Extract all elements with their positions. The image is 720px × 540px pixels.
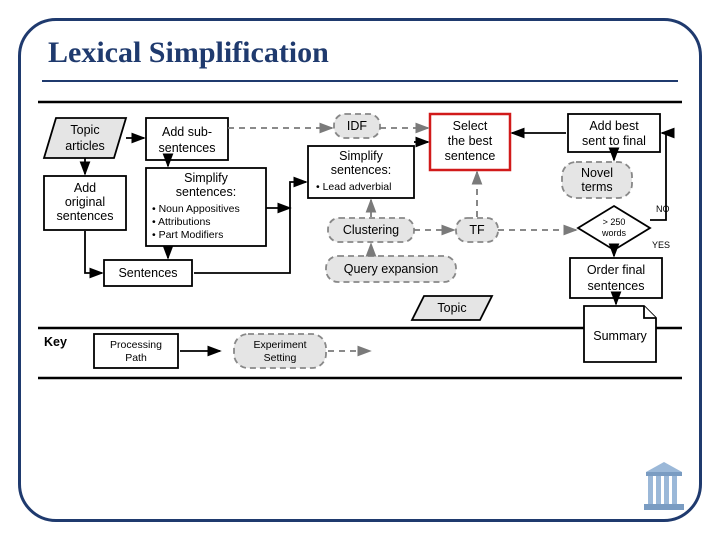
node-add-sub-sentences: Add sub- sentences xyxy=(146,118,228,160)
title-underline xyxy=(42,80,678,82)
slide-title: Lexical Simplification xyxy=(48,36,329,70)
svg-text:sent to final: sent to final xyxy=(582,134,646,148)
svg-text:sentences:: sentences: xyxy=(176,185,236,199)
svg-text:Path: Path xyxy=(125,352,147,364)
key-title: Key xyxy=(44,335,67,349)
svg-text:Novel: Novel xyxy=(581,166,613,180)
svg-text:words: words xyxy=(601,228,627,238)
decision-no-label: NO xyxy=(656,204,670,214)
svg-text:sentences: sentences xyxy=(588,279,645,293)
svg-text:Query expansion: Query expansion xyxy=(344,262,439,276)
svg-text:Topic: Topic xyxy=(70,123,99,137)
svg-text:sentences: sentences xyxy=(159,141,216,155)
svg-text:Simplify: Simplify xyxy=(184,171,229,185)
node-select-best: Select the best sentence xyxy=(430,114,510,170)
svg-text:Add sub-: Add sub- xyxy=(162,125,212,139)
svg-text:original: original xyxy=(65,195,105,209)
node-simplify-1: Simplify sentences: • Noun Appositives •… xyxy=(146,168,266,246)
flowchart: Topic articles Add sub- sentences IDF Se… xyxy=(38,100,682,390)
decision-yes-label: YES xyxy=(652,240,670,250)
svg-text:terms: terms xyxy=(581,180,612,194)
svg-text:Simplify: Simplify xyxy=(339,149,384,163)
node-sentences: Sentences xyxy=(104,260,192,286)
bullet: • Noun Appositives xyxy=(152,203,240,215)
svg-text:Add best: Add best xyxy=(589,119,639,133)
svg-text:Experiment: Experiment xyxy=(253,339,306,351)
svg-text:Setting: Setting xyxy=(264,352,297,364)
node-decision: > 250 words NO YES xyxy=(578,204,670,250)
node-summary: Summary xyxy=(584,306,656,362)
arrow xyxy=(85,231,102,273)
key-experiment-setting: Experiment Setting xyxy=(234,334,326,368)
svg-text:Summary: Summary xyxy=(593,329,647,343)
node-novel-terms: Novel terms xyxy=(562,162,632,198)
node-add-original: Add original sentences xyxy=(44,176,126,230)
svg-text:sentences:: sentences: xyxy=(331,163,391,177)
bullet: • Attributions xyxy=(152,216,211,228)
node-topic: Topic xyxy=(412,296,492,320)
svg-text:> 250: > 250 xyxy=(603,217,626,227)
svg-text:sentences: sentences xyxy=(57,209,114,223)
node-tf: TF xyxy=(456,218,498,242)
node-clustering: Clustering xyxy=(328,218,414,242)
bullet: • Lead adverbial xyxy=(316,181,391,193)
svg-text:Clustering: Clustering xyxy=(343,223,399,237)
svg-text:IDF: IDF xyxy=(347,119,368,133)
svg-text:the best: the best xyxy=(448,134,493,148)
node-topic-articles: Topic articles xyxy=(44,118,126,158)
svg-text:sentence: sentence xyxy=(445,149,496,163)
node-order-final: Order final sentences xyxy=(570,258,662,298)
node-add-best: Add best sent to final xyxy=(568,114,660,152)
node-query-expansion: Query expansion xyxy=(326,256,456,282)
svg-text:TF: TF xyxy=(469,223,485,237)
svg-text:Processing: Processing xyxy=(110,339,162,351)
node-idf: IDF xyxy=(334,114,380,138)
slide-logo xyxy=(642,460,686,514)
node-simplify-2: Simplify sentences: • Lead adverbial xyxy=(308,146,414,198)
svg-text:articles: articles xyxy=(65,139,105,153)
svg-text:Sentences: Sentences xyxy=(118,266,177,280)
svg-text:Order final: Order final xyxy=(587,263,645,277)
svg-text:Select: Select xyxy=(453,119,488,133)
svg-text:Topic: Topic xyxy=(437,301,466,315)
bullet: • Part Modifiers xyxy=(152,229,223,241)
key-processing-path: Processing Path xyxy=(94,334,178,368)
svg-text:Add: Add xyxy=(74,181,96,195)
